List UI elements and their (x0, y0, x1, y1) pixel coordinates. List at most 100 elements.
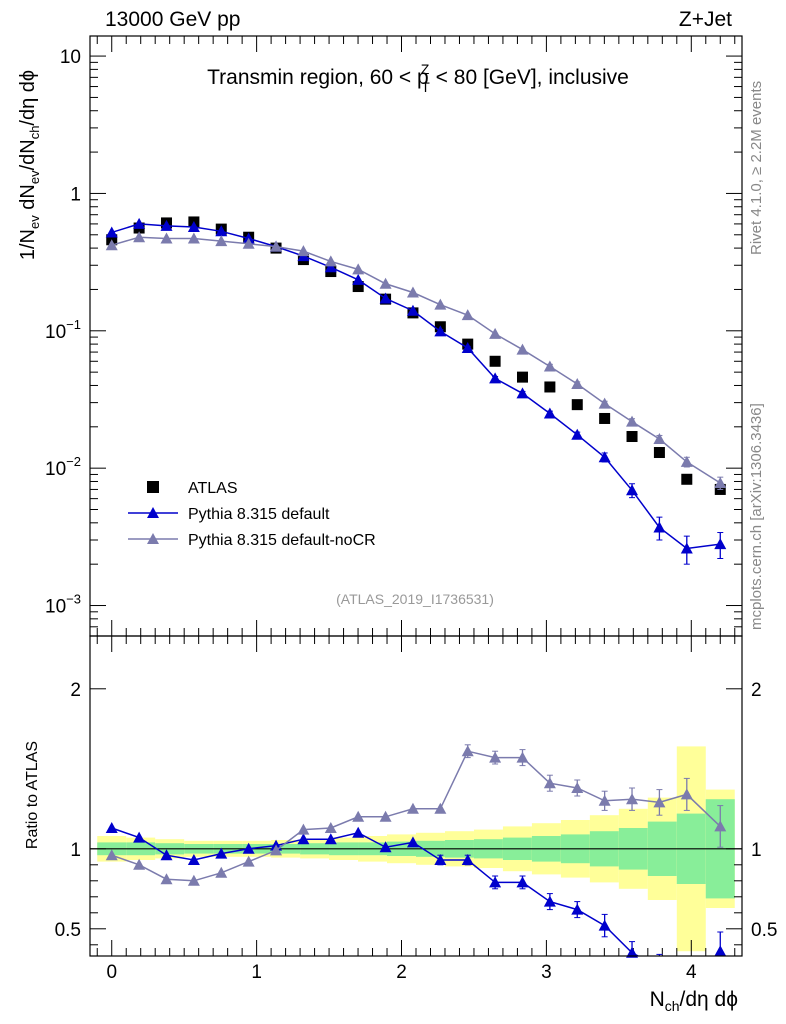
energy-label: 13000 GeV pp (105, 8, 240, 31)
data-point-default (133, 217, 146, 229)
ratio-xtick-label: 4 (686, 962, 697, 983)
ratio-point-default (133, 831, 146, 843)
main-axis-ticks: 10 1 10−1 10−2 10−3 (45, 36, 742, 637)
ratio-ytick-label: 2 (70, 680, 81, 701)
ratio-point-default (242, 842, 255, 854)
ratio-point-nocr (653, 796, 666, 808)
legend-label-default: Pythia 8.315 default (188, 506, 330, 523)
ratio-point-nocr (297, 823, 310, 835)
data-point-nocr (626, 415, 639, 427)
data-point-atlas (544, 381, 556, 393)
ratio-point-default (714, 945, 727, 957)
ratio-point-nocr (516, 751, 529, 763)
ratio-point-nocr (461, 745, 474, 757)
data-point-atlas (352, 281, 364, 293)
legend-marker-nocr (147, 533, 159, 544)
data-point-nocr (461, 309, 474, 321)
series-line-1 (111, 223, 721, 550)
data-point-atlas (681, 473, 693, 485)
legend-label-nocr: Pythia 8.315 default-noCR (188, 532, 376, 549)
ratio-ylabel: Ratio to ATLAS (24, 741, 41, 849)
data-point-default (598, 451, 611, 463)
data-point-nocr (324, 255, 337, 267)
data-point-default (105, 226, 118, 238)
ratio-ytick-label: 1 (70, 840, 81, 861)
data-point-nocr (187, 232, 200, 244)
data-point-nocr (406, 286, 419, 298)
main-ytick-label: 10−3 (45, 592, 81, 618)
ratio-point-nocr (406, 802, 419, 814)
ratio-point-default (461, 854, 474, 865)
data-point-nocr (516, 343, 529, 355)
data-point-atlas (489, 355, 501, 367)
ratio-point-nocr (598, 794, 611, 806)
data-point-default (461, 341, 474, 353)
data-point-nocr (270, 240, 283, 252)
mcplots-label: mcplots.cern.ch [arXiv:1306.3436] (748, 403, 765, 630)
data-point-default (215, 225, 228, 237)
data-point-atlas (599, 412, 611, 424)
analysis-tag: (ATLAS_2019_I1736531) (336, 591, 494, 607)
data-point-default (406, 304, 419, 316)
data-point-default (626, 484, 639, 496)
ratio-point-nocr (352, 810, 365, 822)
ratio-point-nocr (489, 751, 502, 763)
data-point-default (434, 325, 447, 337)
series-line-2 (111, 236, 721, 484)
ratio-point-default (543, 895, 556, 907)
ratio-point-default (160, 849, 173, 861)
data-point-default (516, 387, 529, 399)
ratio-point-default (105, 822, 118, 833)
data-point-default (379, 292, 392, 304)
legend-marker-default (147, 507, 159, 518)
ratio-point-default (297, 833, 310, 845)
data-point-default (543, 407, 556, 419)
data-point-nocr (680, 455, 693, 467)
ratio-point-default (379, 841, 392, 853)
data-point-default (653, 521, 666, 533)
data-point-default (160, 219, 173, 231)
ratio-xlabel: Nch/dη dϕ (650, 988, 738, 1014)
legend: ATLAS Pythia 8.315 default Pythia 8.315 … (128, 480, 376, 549)
data-point-default (352, 273, 365, 285)
ratio-frame (89, 635, 743, 957)
ratio-series (105, 744, 727, 958)
data-point-atlas (571, 399, 583, 411)
data-point-nocr (489, 327, 502, 339)
data-point-nocr (543, 360, 556, 372)
ratio-point-nocr (160, 873, 173, 885)
ratio-point-default (626, 946, 639, 958)
main-series (105, 216, 727, 565)
data-point-atlas (516, 371, 528, 383)
data-point-nocr (297, 245, 310, 257)
ratio-point-default (324, 833, 337, 845)
legend-marker-atlas (147, 481, 159, 493)
ratio-point-nocr (543, 777, 556, 789)
data-point-nocr (105, 239, 118, 251)
main-ytick-label: 1 (70, 184, 81, 205)
main-ytick-label: 10 (60, 47, 81, 68)
ratio-axis-ticks: 0.5 0.5 1 1 2 2 0 1 2 3 4 (55, 636, 777, 983)
ratio-point-default (215, 847, 228, 859)
main-ylabel: 1/Nev dNev/dNch/dη dϕ (17, 70, 42, 260)
data-point-default (324, 261, 337, 273)
ratio-point-nocr (215, 866, 228, 878)
ratio-point-nocr (680, 788, 693, 800)
data-point-nocr (160, 232, 173, 244)
data-point-nocr (714, 476, 727, 488)
data-point-default (680, 542, 693, 554)
ratio-point-default (571, 903, 584, 915)
ratio-plot: 0.5 0.5 1 1 2 2 0 1 2 3 4 Ratio to ATLAS Nch/dη dϕ (24, 635, 777, 1014)
ratio-point-nocr (324, 822, 337, 833)
ratio-point-default (187, 854, 200, 865)
data-point-default (571, 428, 584, 440)
data-point-nocr (352, 263, 365, 275)
ratio-ytick-label-right: 1 (751, 840, 762, 861)
ratio-point-nocr (714, 820, 727, 832)
plot-title: Transmin region, 60 < pZ T < 80 [GeV], in… (207, 61, 629, 95)
ratio-point-nocr (133, 858, 146, 870)
ratio-point-default (516, 876, 529, 888)
ratio-point-nocr (105, 849, 118, 861)
ratio-xtick-label: 3 (541, 962, 552, 983)
